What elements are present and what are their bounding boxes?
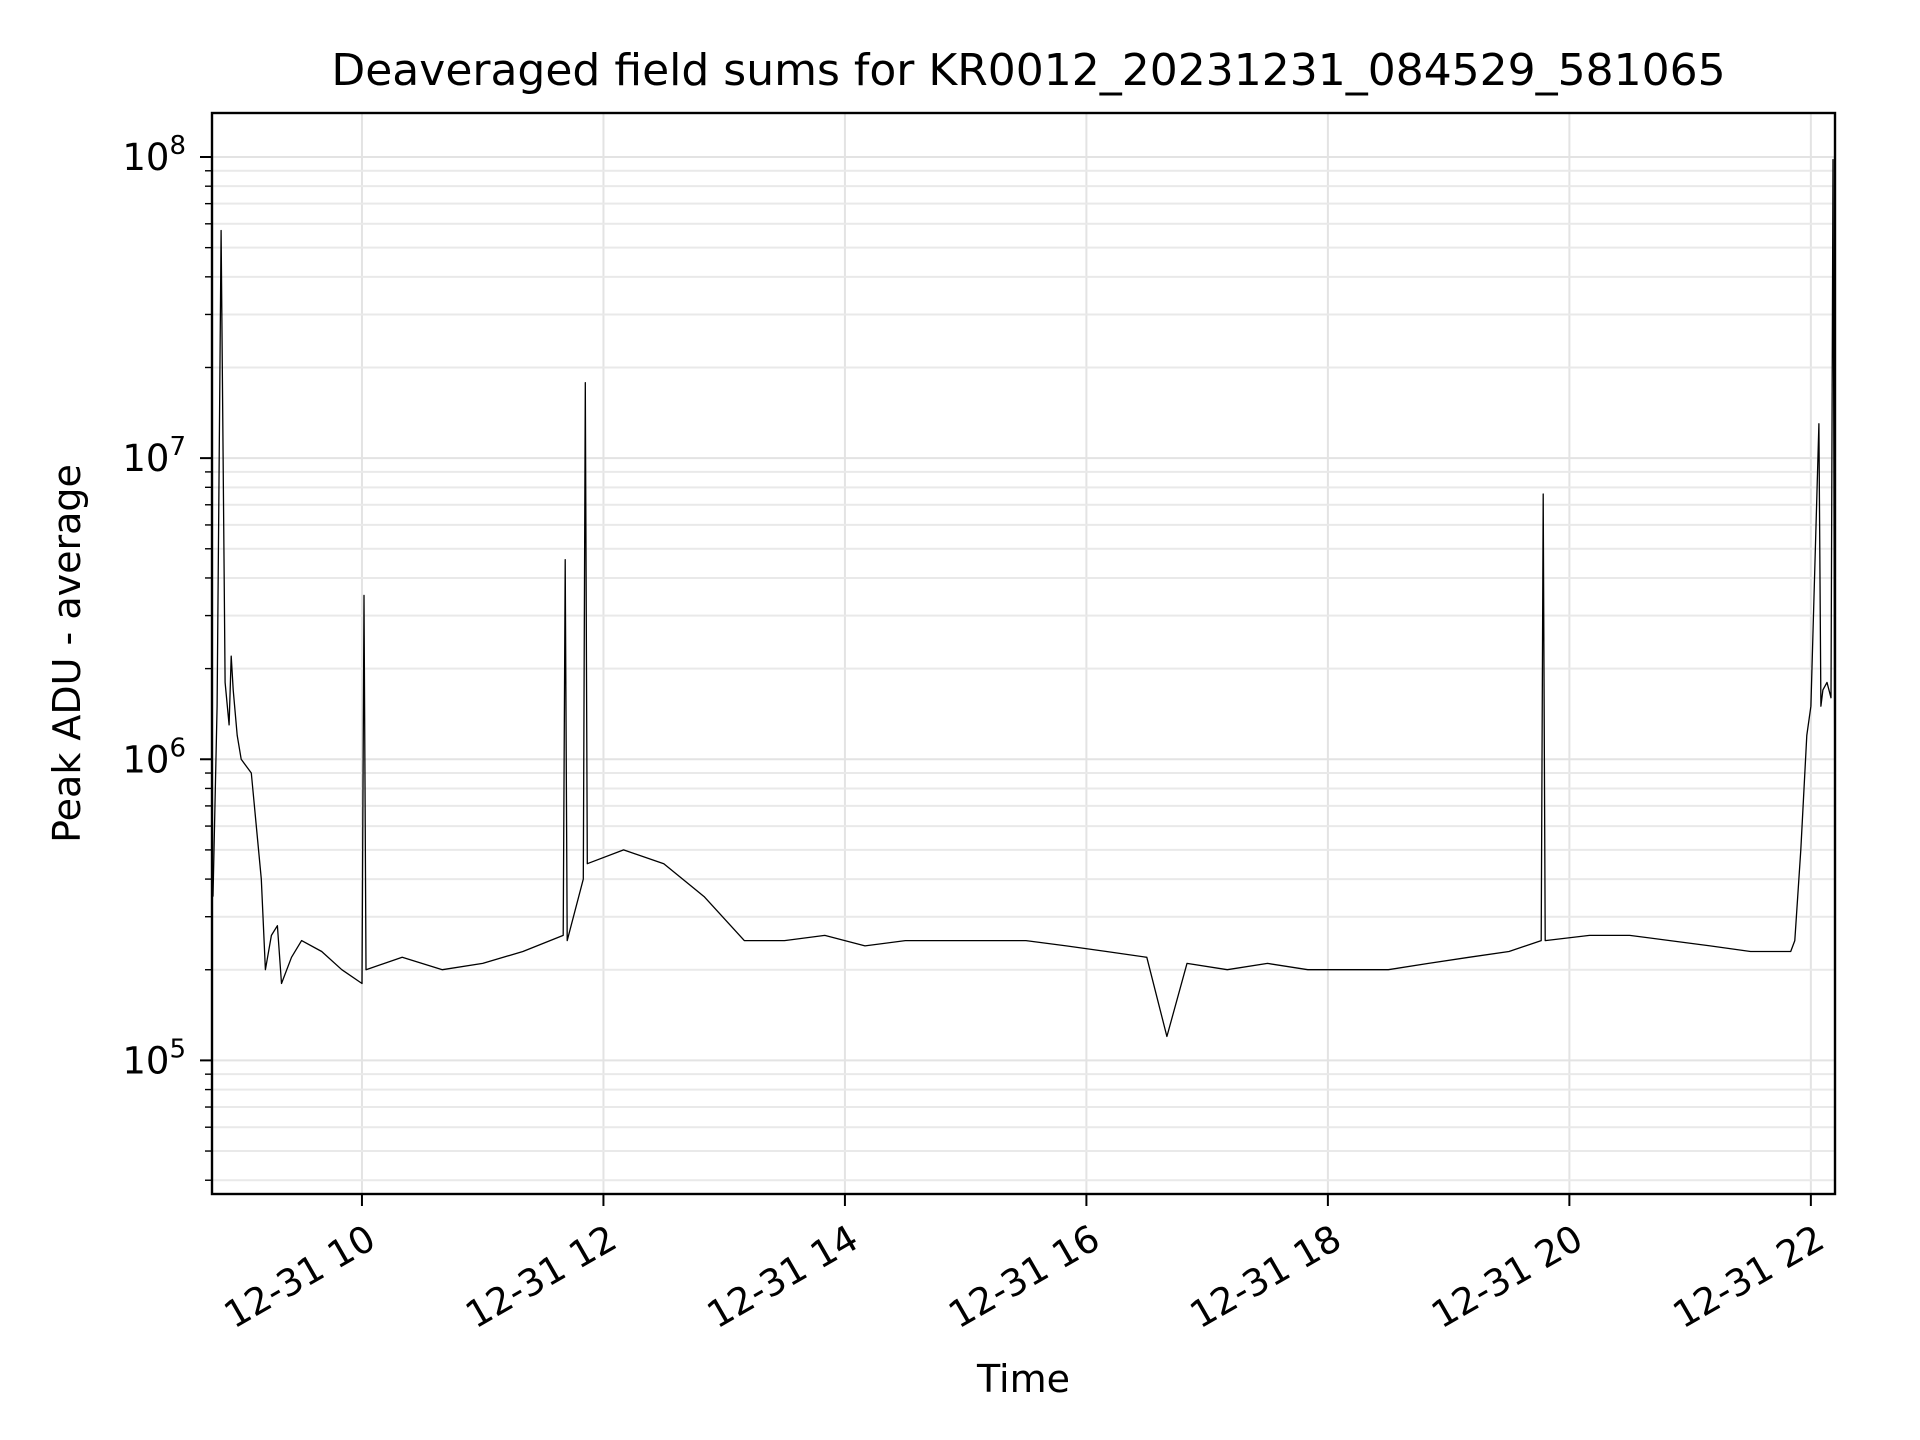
x-tick-label: 12-31 10	[217, 1217, 383, 1337]
series-layer	[212, 158, 1836, 1038]
ticks: 12-31 10 12-31 12 12-31 14 12-31 16 12-31 18…	[122, 131, 1831, 1337]
x-axis-label: Time	[976, 1357, 1070, 1401]
y-tick-label: 105	[122, 1034, 186, 1082]
series-line	[212, 158, 1836, 1038]
axes-frame	[210, 111, 1837, 1196]
x-tick-label: 12-31 22	[1666, 1217, 1832, 1337]
y-axis-label: Peak ADU - average	[45, 464, 89, 843]
x-tick-label: 12-31 18	[1183, 1217, 1349, 1337]
x-tick-label: 12-31 20	[1424, 1217, 1590, 1337]
x-tick-label: 12-31 12	[458, 1217, 624, 1337]
y-tick-label: 106	[122, 733, 186, 781]
x-tick-label: 12-31 16	[941, 1217, 1107, 1337]
grid	[212, 113, 1835, 1194]
x-tick-label: 12-31 14	[700, 1217, 866, 1337]
chart-title: Deaveraged field sums for KR0012_2023123…	[331, 45, 1725, 96]
y-tick-label: 107	[122, 432, 186, 480]
y-tick-label: 108	[122, 131, 186, 179]
